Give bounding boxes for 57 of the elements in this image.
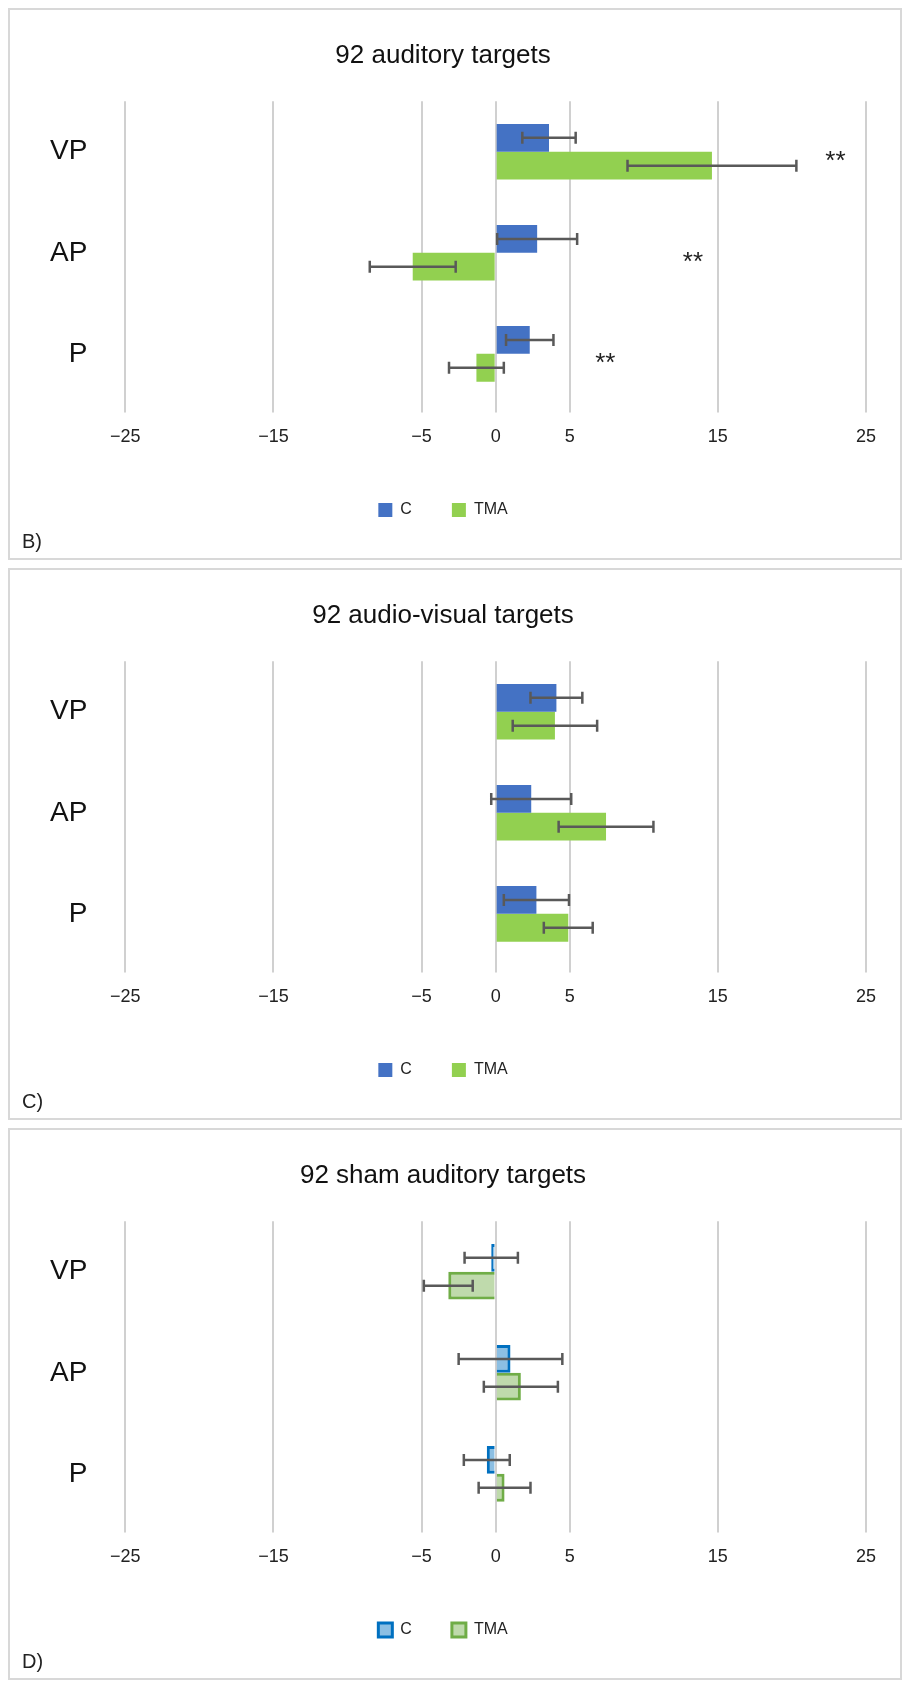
text: B) (22, 529, 42, 552)
x-tick-label: −25 (110, 426, 141, 447)
bar (496, 123, 549, 152)
legend-label: TMA (473, 500, 508, 518)
bar (496, 785, 532, 813)
text: C) (22, 1089, 44, 1112)
bar (496, 886, 537, 914)
legend-label: C (400, 1060, 412, 1078)
x-tick-label: 0 (490, 426, 501, 447)
chart-title: 92 auditory targets (335, 38, 551, 69)
bar (476, 353, 495, 382)
legend-label: TMA (473, 1060, 508, 1078)
x-tick-label: 15 (707, 1546, 728, 1567)
bar (412, 252, 495, 281)
y-tick-label: VP (49, 1254, 88, 1286)
x-tick-label: 25 (855, 1546, 877, 1567)
bar (496, 326, 530, 354)
y-tick-label: AP (49, 1355, 88, 1387)
annotation: ** (595, 347, 616, 378)
x-tick-label: 25 (855, 426, 877, 447)
legend-label: C (400, 500, 412, 518)
bar (496, 913, 569, 942)
x-tick-label: 0 (490, 986, 501, 1007)
x-tick-label: 5 (564, 986, 575, 1007)
chart-title: 92 audio-visual targets (312, 598, 574, 629)
x-tick-label: 15 (707, 986, 728, 1007)
y-tick-label: P (68, 1456, 88, 1488)
legend-label: TMA (473, 1620, 508, 1638)
x-tick-label: −5 (411, 1546, 432, 1567)
legend-label: C (400, 1620, 412, 1638)
bar (496, 711, 555, 740)
x-tick-label: 5 (564, 1546, 575, 1567)
x-tick-label: −15 (258, 1546, 289, 1567)
chart-title: 92 sham auditory targets (299, 1158, 587, 1189)
text: D) (22, 1649, 44, 1672)
bar (496, 812, 607, 841)
annotation: ** (682, 245, 704, 276)
x-tick-label: −15 (258, 426, 289, 447)
y-tick-label: VP (49, 134, 88, 166)
y-tick-label: P (68, 896, 88, 928)
x-tick-label: −25 (110, 986, 141, 1007)
x-tick-label: 15 (707, 426, 728, 447)
y-tick-label: AP (49, 235, 88, 267)
x-tick-label: 25 (855, 986, 877, 1007)
y-tick-label: AP (49, 795, 88, 827)
x-tick-label: −25 (110, 1546, 141, 1567)
annotation: ** (825, 144, 846, 175)
y-tick-label: P (68, 336, 88, 368)
x-tick-label: −5 (411, 426, 432, 447)
x-tick-label: −15 (258, 986, 289, 1007)
x-tick-label: −5 (411, 986, 432, 1007)
bar (496, 151, 712, 180)
y-tick-label: VP (49, 694, 88, 726)
x-tick-label: 0 (490, 1546, 501, 1567)
x-tick-label: 5 (564, 426, 575, 447)
bar (496, 683, 557, 712)
bar (496, 225, 538, 253)
